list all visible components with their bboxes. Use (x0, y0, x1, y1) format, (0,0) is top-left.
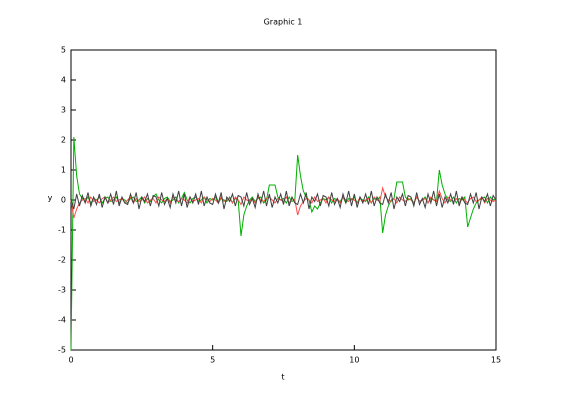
y-tick-label: -1 (58, 226, 66, 235)
y-tick-label: 2 (61, 136, 66, 145)
x-tick-label: 10 (349, 356, 359, 365)
y-tick-label: -5 (58, 346, 66, 355)
y-tick-label: 5 (61, 46, 66, 55)
y-tick-label: -4 (58, 316, 66, 325)
x-tick-label: 0 (68, 356, 73, 365)
series-line (70, 190, 497, 210)
y-tick-label: 3 (61, 106, 66, 115)
x-axis-label: t (281, 373, 284, 382)
y-tick-label: 0 (61, 196, 66, 205)
series-line (70, 186, 497, 219)
y-tick-label: 1 (61, 166, 66, 175)
chart-title: Graphic 1 (264, 18, 303, 27)
y-tick-label: -3 (58, 286, 66, 295)
y-tick-label: 4 (61, 76, 66, 85)
y-tick-label: -2 (58, 256, 66, 265)
y-axis-label: y (48, 194, 53, 203)
x-tick-label: 15 (491, 356, 501, 365)
x-tick-label: 5 (210, 356, 215, 365)
